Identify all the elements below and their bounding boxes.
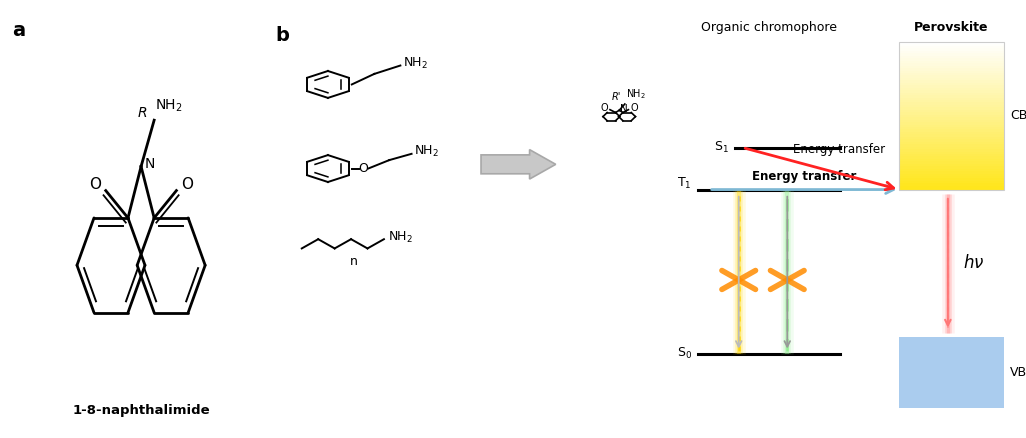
Bar <box>900 56 1003 60</box>
Text: T$_1$: T$_1$ <box>677 176 692 191</box>
Bar <box>900 107 1003 111</box>
Bar <box>900 154 1003 158</box>
Text: N: N <box>621 104 628 114</box>
Bar <box>900 147 1003 150</box>
Text: S$_0$: S$_0$ <box>676 346 692 361</box>
Bar <box>900 176 1003 180</box>
Bar <box>900 137 1003 141</box>
Bar <box>900 166 1003 170</box>
Bar <box>900 161 1003 165</box>
Bar <box>900 337 1003 408</box>
Bar <box>900 130 1003 133</box>
Bar <box>900 49 1003 52</box>
Bar <box>900 98 1003 101</box>
FancyArrow shape <box>481 150 556 179</box>
Text: S$_1$: S$_1$ <box>714 140 729 155</box>
Bar <box>900 68 1003 72</box>
Bar <box>900 159 1003 162</box>
Bar <box>900 93 1003 96</box>
Bar <box>900 184 1003 187</box>
Text: O: O <box>182 177 193 192</box>
Bar <box>900 83 1003 87</box>
Text: Energy transfer: Energy transfer <box>752 170 857 183</box>
Bar <box>900 63 1003 67</box>
Bar <box>900 105 1003 109</box>
Bar <box>900 75 1003 79</box>
Bar <box>900 81 1003 84</box>
Bar <box>900 139 1003 143</box>
Text: b: b <box>276 25 289 45</box>
Bar <box>900 122 1003 126</box>
Bar <box>900 173 1003 177</box>
Bar <box>900 58 1003 62</box>
Bar <box>900 110 1003 113</box>
Bar <box>900 102 1003 106</box>
Bar <box>900 120 1003 124</box>
Text: VB: VB <box>1010 366 1026 379</box>
Bar <box>900 66 1003 69</box>
Bar <box>900 127 1003 131</box>
Bar <box>900 124 1003 128</box>
Bar <box>900 117 1003 121</box>
Bar <box>900 134 1003 138</box>
Text: O: O <box>358 162 368 175</box>
Text: NH$_2$: NH$_2$ <box>388 230 412 245</box>
Text: N: N <box>145 157 155 171</box>
Bar <box>900 181 1003 185</box>
Bar <box>900 115 1003 118</box>
Bar <box>900 142 1003 145</box>
Text: O: O <box>89 177 101 192</box>
Bar <box>900 41 1003 45</box>
Bar <box>900 156 1003 160</box>
Bar <box>900 164 1003 167</box>
Bar <box>900 90 1003 94</box>
Text: NH$_2$: NH$_2$ <box>626 88 645 102</box>
Text: Perovskite: Perovskite <box>914 21 989 34</box>
Bar <box>900 44 1003 47</box>
Bar <box>900 186 1003 190</box>
Text: NH$_2$: NH$_2$ <box>402 56 428 71</box>
Text: R: R <box>137 106 148 120</box>
Bar <box>900 112 1003 116</box>
Text: R': R' <box>611 92 621 102</box>
Text: a: a <box>12 21 26 40</box>
Text: NH$_2$: NH$_2$ <box>156 98 183 114</box>
Bar <box>900 171 1003 175</box>
Bar <box>900 100 1003 104</box>
Bar <box>900 169 1003 173</box>
Bar <box>900 144 1003 148</box>
Text: CB: CB <box>1010 110 1026 123</box>
Bar <box>900 152 1003 155</box>
Text: Energy transfer: Energy transfer <box>793 143 885 156</box>
Text: $h\nu$: $h\nu$ <box>962 254 984 272</box>
Text: O: O <box>631 103 638 113</box>
Text: O: O <box>600 103 607 113</box>
Bar <box>900 132 1003 136</box>
Bar <box>900 179 1003 182</box>
Text: n: n <box>350 254 358 268</box>
Bar <box>900 78 1003 81</box>
Text: 1-8-naphthalimide: 1-8-naphthalimide <box>72 404 210 417</box>
Bar <box>900 95 1003 99</box>
Bar <box>900 88 1003 92</box>
Bar <box>900 149 1003 153</box>
Bar <box>900 85 1003 89</box>
Bar <box>900 42 1003 190</box>
Bar <box>900 46 1003 50</box>
Text: Organic chromophore: Organic chromophore <box>701 21 836 34</box>
Bar <box>900 53 1003 57</box>
Text: NH$_2$: NH$_2$ <box>413 144 439 159</box>
Bar <box>900 73 1003 77</box>
Bar <box>900 51 1003 55</box>
Bar <box>900 71 1003 74</box>
Bar <box>900 61 1003 64</box>
